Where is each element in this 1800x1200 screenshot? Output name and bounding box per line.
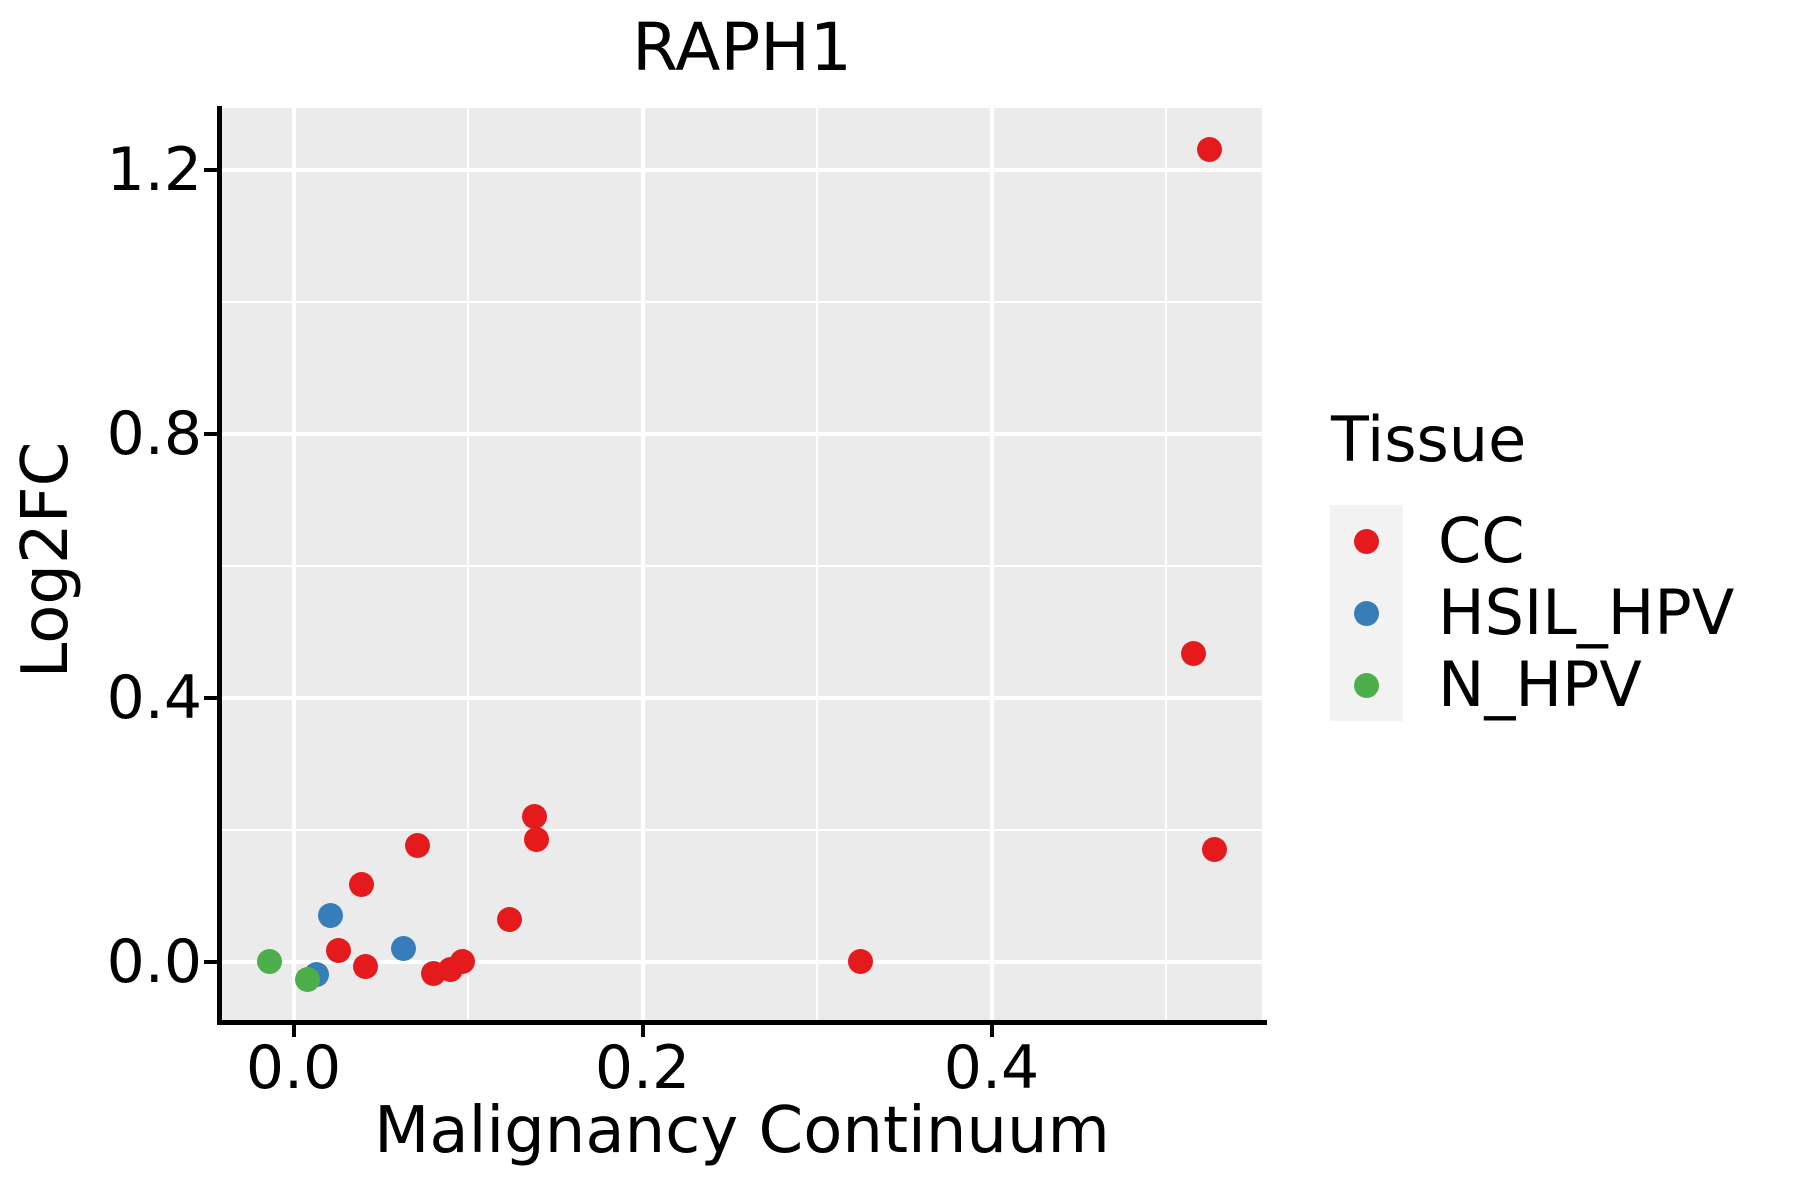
legend-label-CC: CC (1438, 504, 1525, 577)
x-tick-mark (291, 1022, 296, 1037)
data-point-CC (326, 937, 352, 963)
y-tick-mark (204, 959, 218, 964)
gridline-major-vertical (640, 108, 645, 1020)
gridline-minor-horizontal (222, 564, 1262, 568)
data-point-N_HPV (295, 966, 320, 992)
legend-key-box (1330, 649, 1403, 721)
x-tick-label: 0.0 (245, 1033, 342, 1103)
gridline-major-horizontal (222, 695, 1262, 700)
data-point-CC (349, 871, 375, 897)
x-tick-mark (640, 1022, 645, 1037)
y-tick-mark (204, 695, 218, 700)
gridline-minor-vertical (466, 108, 470, 1020)
y-tick-label: 0.8 (106, 398, 202, 469)
legend-key-box (1330, 577, 1403, 649)
data-point-CC (404, 832, 430, 858)
y-tick-mark (204, 431, 218, 436)
y-axis-title: Log2FC (9, 441, 83, 679)
x-tick-label: 0.2 (594, 1033, 691, 1103)
gridline-minor-vertical (1164, 108, 1168, 1020)
data-point-CC (1202, 836, 1228, 862)
legend-dot-HSIL_HPV (1353, 600, 1379, 626)
gridline-minor-vertical (815, 108, 819, 1020)
gridline-major-horizontal (222, 168, 1262, 173)
data-point-HSIL_HPV (390, 935, 416, 961)
data-point-N_HPV (256, 949, 282, 975)
x-tick-label: 0.4 (943, 1033, 1040, 1103)
plot-title: RAPH1 (632, 9, 852, 86)
data-point-CC (450, 949, 476, 975)
gridline-major-horizontal (222, 959, 1262, 964)
data-point-CC (848, 949, 874, 975)
gridline-major-vertical (291, 108, 296, 1020)
y-tick-label: 0.4 (106, 662, 202, 733)
x-tick-mark (989, 1022, 994, 1037)
x-axis-line (217, 1020, 1267, 1025)
legend-label-N_HPV: N_HPV (1438, 648, 1642, 721)
legend-title: Tissue (1331, 403, 1527, 476)
data-point-CC (352, 954, 378, 980)
data-point-CC (1197, 137, 1223, 163)
gridline-major-vertical (989, 108, 994, 1020)
y-tick-label: 0.0 (106, 926, 202, 997)
data-point-CC (497, 906, 523, 932)
x-axis-title: Malignancy Continuum (374, 1094, 1110, 1168)
gridline-minor-horizontal (222, 300, 1262, 304)
gridline-major-horizontal (222, 431, 1262, 436)
y-tick-mark (204, 168, 218, 173)
y-tick-label: 1.2 (106, 135, 202, 206)
plot-panel (222, 108, 1262, 1020)
data-point-HSIL_HPV (317, 903, 343, 929)
legend-dot-N_HPV (1353, 672, 1379, 698)
data-point-CC (521, 804, 547, 830)
legend-dot-CC (1353, 528, 1379, 554)
gridline-minor-horizontal (222, 828, 1262, 832)
legend-label-HSIL_HPV: HSIL_HPV (1438, 576, 1735, 649)
legend-key-box (1330, 505, 1403, 577)
data-point-CC (523, 826, 549, 852)
data-point-CC (1181, 641, 1207, 667)
y-axis-line (217, 106, 222, 1025)
